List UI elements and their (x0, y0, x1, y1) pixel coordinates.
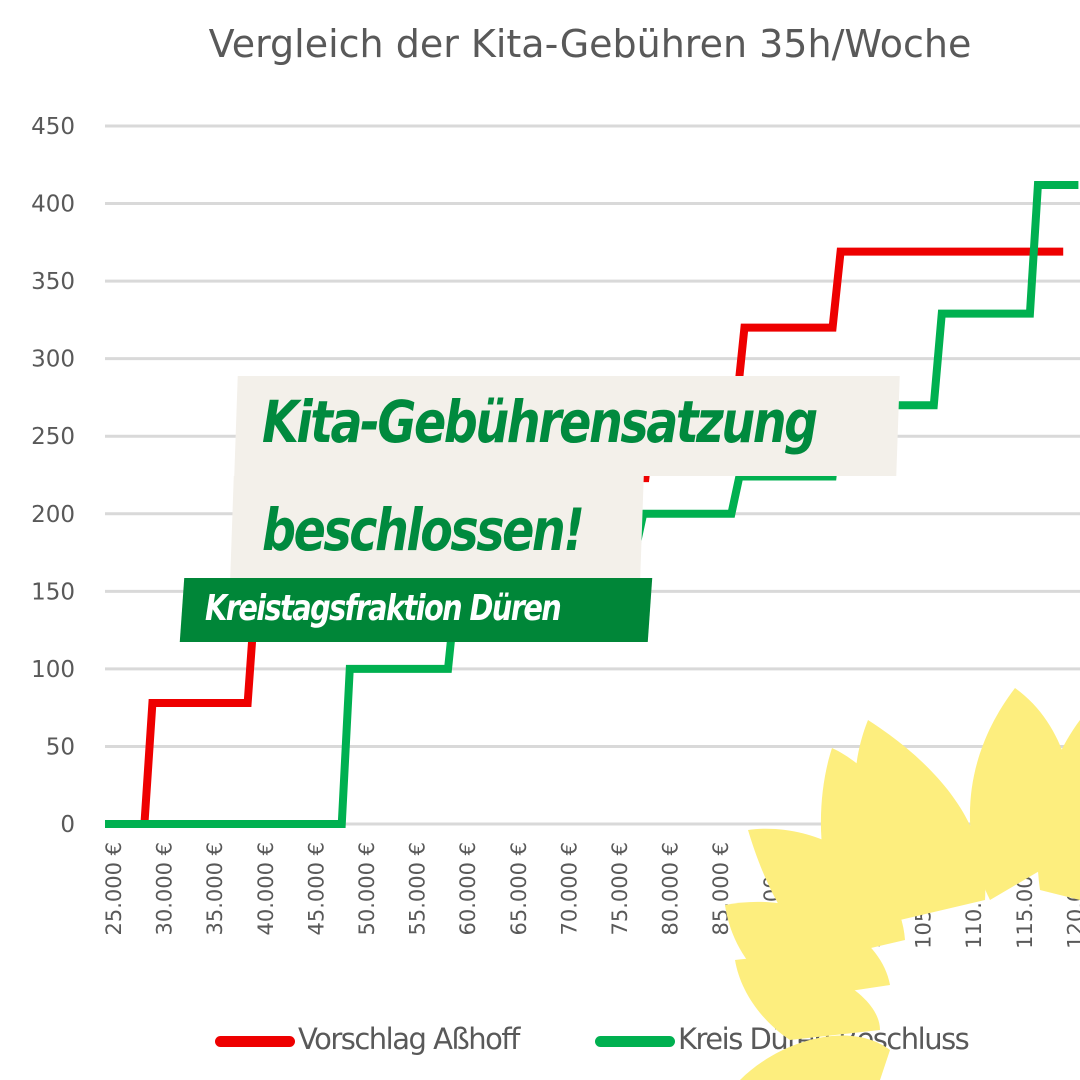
y-tick-label: 450 (31, 114, 75, 140)
x-tick-label: 30.000 € (153, 842, 177, 936)
y-tick-label: 200 (31, 502, 75, 528)
x-tick-label: 90.000 € (760, 842, 784, 936)
x-tick-label: 120.000 € (1063, 842, 1080, 949)
x-tick-label: 60.000 € (456, 842, 480, 936)
x-tick-label: 55.000 € (406, 842, 430, 936)
y-axis: 0 50 100 150 200 250 300 350 400 450 (31, 114, 75, 838)
x-tick-label: 50.000 € (355, 842, 379, 936)
chart-title: Vergleich der Kita-Gebühren 35h/Woche (208, 22, 972, 66)
x-tick-label: 100.000 € (861, 842, 885, 949)
legend-label-vorschlag: Vorschlag Aßhoff (298, 1022, 520, 1056)
legend-swatch-green (595, 1036, 675, 1047)
y-tick-label: 250 (31, 424, 75, 450)
legend-label-beschluss: Kreis Düren Beschluss (678, 1022, 970, 1056)
x-tick-label: 80.000 € (659, 842, 683, 936)
x-tick-label: 105.000 € (912, 842, 936, 949)
x-tick-label: 70.000 € (557, 842, 581, 936)
y-tick-label: 50 (46, 734, 75, 760)
y-tick-label: 100 (31, 657, 75, 683)
x-tick-label: 75.000 € (608, 842, 632, 936)
x-tick-label: 35.000 € (203, 842, 227, 936)
x-tick-label: 45.000 € (304, 842, 328, 936)
y-tick-label: 300 (31, 347, 75, 373)
y-tick-label: 150 (31, 579, 75, 605)
x-tick-label: 25.000 € (102, 842, 126, 936)
x-tick-label: 65.000 € (507, 842, 531, 936)
legend-swatch-red (215, 1036, 295, 1047)
y-tick-label: 0 (60, 812, 75, 838)
x-tick-label: 95.000 € (810, 842, 834, 936)
x-tick-label: 85.000 € (709, 842, 733, 936)
x-tick-label: 40.000 € (254, 842, 278, 936)
y-tick-label: 350 (31, 269, 75, 295)
subline-text: Kreistagsfraktion Düren (205, 588, 562, 629)
headline-line-1: Kita-Gebührensatzung (262, 388, 818, 456)
series-line-beschluss (105, 180, 1079, 828)
headline-line-2: beschlossen! (262, 496, 585, 564)
x-tick-label: 115.000 € (1013, 842, 1037, 949)
x-tick-label: 110.000 € (962, 842, 986, 949)
y-tick-label: 400 (31, 192, 75, 218)
x-axis: 25.000 € 30.000 € 35.000 € 40.000 € 45.000 €… (102, 842, 1080, 949)
